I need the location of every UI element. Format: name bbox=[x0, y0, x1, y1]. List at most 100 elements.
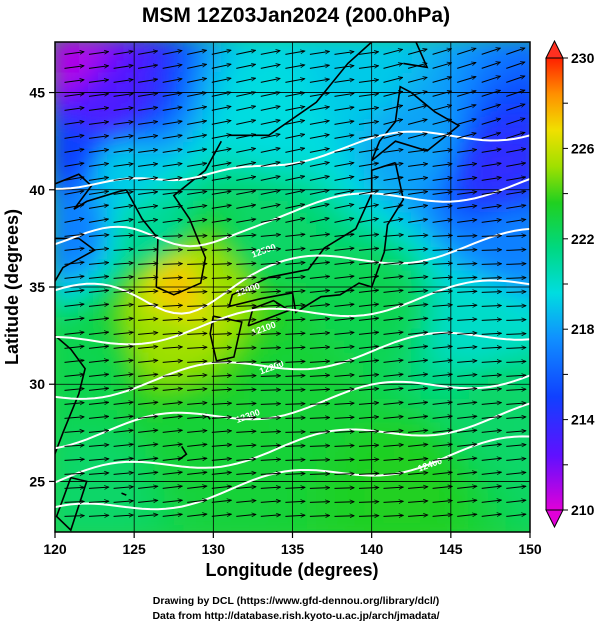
field-cell bbox=[458, 514, 470, 528]
field-cell bbox=[154, 386, 166, 399]
field-cell bbox=[259, 199, 270, 213]
field-cell bbox=[430, 222, 441, 236]
field-cell bbox=[306, 514, 318, 528]
field-cell bbox=[164, 234, 175, 248]
wind-arrow bbox=[457, 319, 477, 320]
field-cell bbox=[145, 106, 156, 119]
field-cell bbox=[78, 421, 90, 434]
field-cell bbox=[268, 164, 280, 178]
wind-arrow bbox=[481, 333, 502, 334]
field-cell bbox=[164, 386, 175, 399]
wind-arrow bbox=[88, 318, 109, 320]
wind-arrow bbox=[506, 235, 526, 236]
field-cell bbox=[487, 82, 498, 96]
field-cell bbox=[278, 47, 289, 61]
field-cell bbox=[154, 444, 166, 458]
field-cell bbox=[173, 456, 185, 469]
field-cell bbox=[116, 409, 128, 423]
wind-arrow bbox=[408, 346, 428, 348]
field-cell bbox=[278, 502, 289, 516]
wind-arrow bbox=[162, 135, 183, 139]
field-cell bbox=[59, 42, 71, 49]
field-cell bbox=[135, 304, 147, 318]
wind-arrow bbox=[236, 403, 256, 404]
field-cell bbox=[107, 234, 118, 248]
field-cell bbox=[344, 71, 356, 84]
field-cell bbox=[506, 432, 517, 446]
wind-arrow bbox=[88, 445, 109, 447]
field-cell bbox=[230, 234, 242, 248]
field-cell bbox=[164, 141, 175, 154]
field-cell bbox=[183, 351, 194, 364]
field-cell bbox=[126, 152, 137, 166]
wind-arrow bbox=[88, 235, 109, 237]
field-cell bbox=[335, 71, 346, 84]
field-cell bbox=[420, 386, 432, 399]
wind-arrow bbox=[236, 334, 256, 335]
field-cell bbox=[268, 222, 280, 236]
wind-arrow bbox=[64, 431, 85, 433]
field-cell bbox=[468, 106, 479, 119]
field-cell bbox=[401, 467, 413, 481]
field-cell bbox=[240, 152, 251, 166]
field-cell bbox=[430, 292, 441, 306]
field-cell bbox=[259, 479, 270, 493]
field-cell bbox=[535, 410, 546, 423]
wind-arrow bbox=[432, 133, 452, 139]
field-cell bbox=[59, 71, 71, 84]
wind-arrow bbox=[88, 205, 109, 209]
field-cell bbox=[221, 339, 232, 353]
field-cell bbox=[316, 106, 327, 119]
field-cell bbox=[287, 269, 299, 283]
field-cell bbox=[55, 246, 61, 259]
wind-arrow bbox=[64, 459, 85, 460]
field-cell bbox=[430, 386, 441, 399]
field-cell bbox=[496, 106, 508, 119]
field-cell bbox=[535, 445, 546, 458]
field-cell bbox=[373, 164, 384, 178]
field-cell bbox=[249, 211, 261, 224]
field-cell bbox=[183, 491, 194, 504]
field-cell bbox=[335, 479, 346, 493]
field-cell bbox=[487, 479, 498, 493]
field-cell bbox=[316, 351, 327, 364]
field-cell bbox=[69, 152, 80, 166]
wind-arrow bbox=[358, 318, 379, 320]
wind-arrow bbox=[260, 92, 280, 97]
field-cell bbox=[126, 246, 137, 259]
wind-arrow bbox=[211, 278, 232, 279]
field-cell bbox=[183, 502, 194, 516]
field-cell bbox=[230, 432, 242, 446]
field-cell bbox=[249, 386, 261, 399]
field-cell bbox=[344, 397, 356, 411]
field-cell bbox=[363, 117, 375, 131]
field-cell bbox=[230, 164, 242, 178]
field-cell bbox=[55, 421, 61, 434]
field-cell bbox=[420, 176, 432, 189]
field-cell bbox=[344, 176, 356, 189]
wind-arrow bbox=[88, 164, 109, 167]
field-cell bbox=[382, 386, 394, 399]
wind-arrow bbox=[285, 446, 305, 447]
field-cell bbox=[515, 386, 527, 399]
field-cell bbox=[354, 409, 365, 423]
field-cell bbox=[525, 374, 530, 388]
field-cell bbox=[354, 129, 365, 143]
field-cell bbox=[535, 270, 546, 283]
wind-arrow bbox=[383, 318, 404, 320]
wind-arrow bbox=[88, 290, 109, 292]
field-cell bbox=[506, 129, 517, 143]
wind-arrow bbox=[260, 390, 281, 391]
field-cell bbox=[240, 269, 251, 283]
field-cell bbox=[221, 176, 232, 189]
field-cell bbox=[411, 514, 422, 528]
field-cell bbox=[116, 467, 128, 481]
colorbar-label: 226 bbox=[571, 140, 595, 156]
field-cell bbox=[325, 281, 337, 294]
field-cell bbox=[116, 281, 128, 294]
y-tick-label: 35 bbox=[29, 279, 45, 295]
wind-arrow bbox=[285, 474, 305, 475]
wind-arrow bbox=[138, 333, 158, 335]
field-cell bbox=[164, 339, 175, 353]
field-cell bbox=[211, 106, 223, 119]
